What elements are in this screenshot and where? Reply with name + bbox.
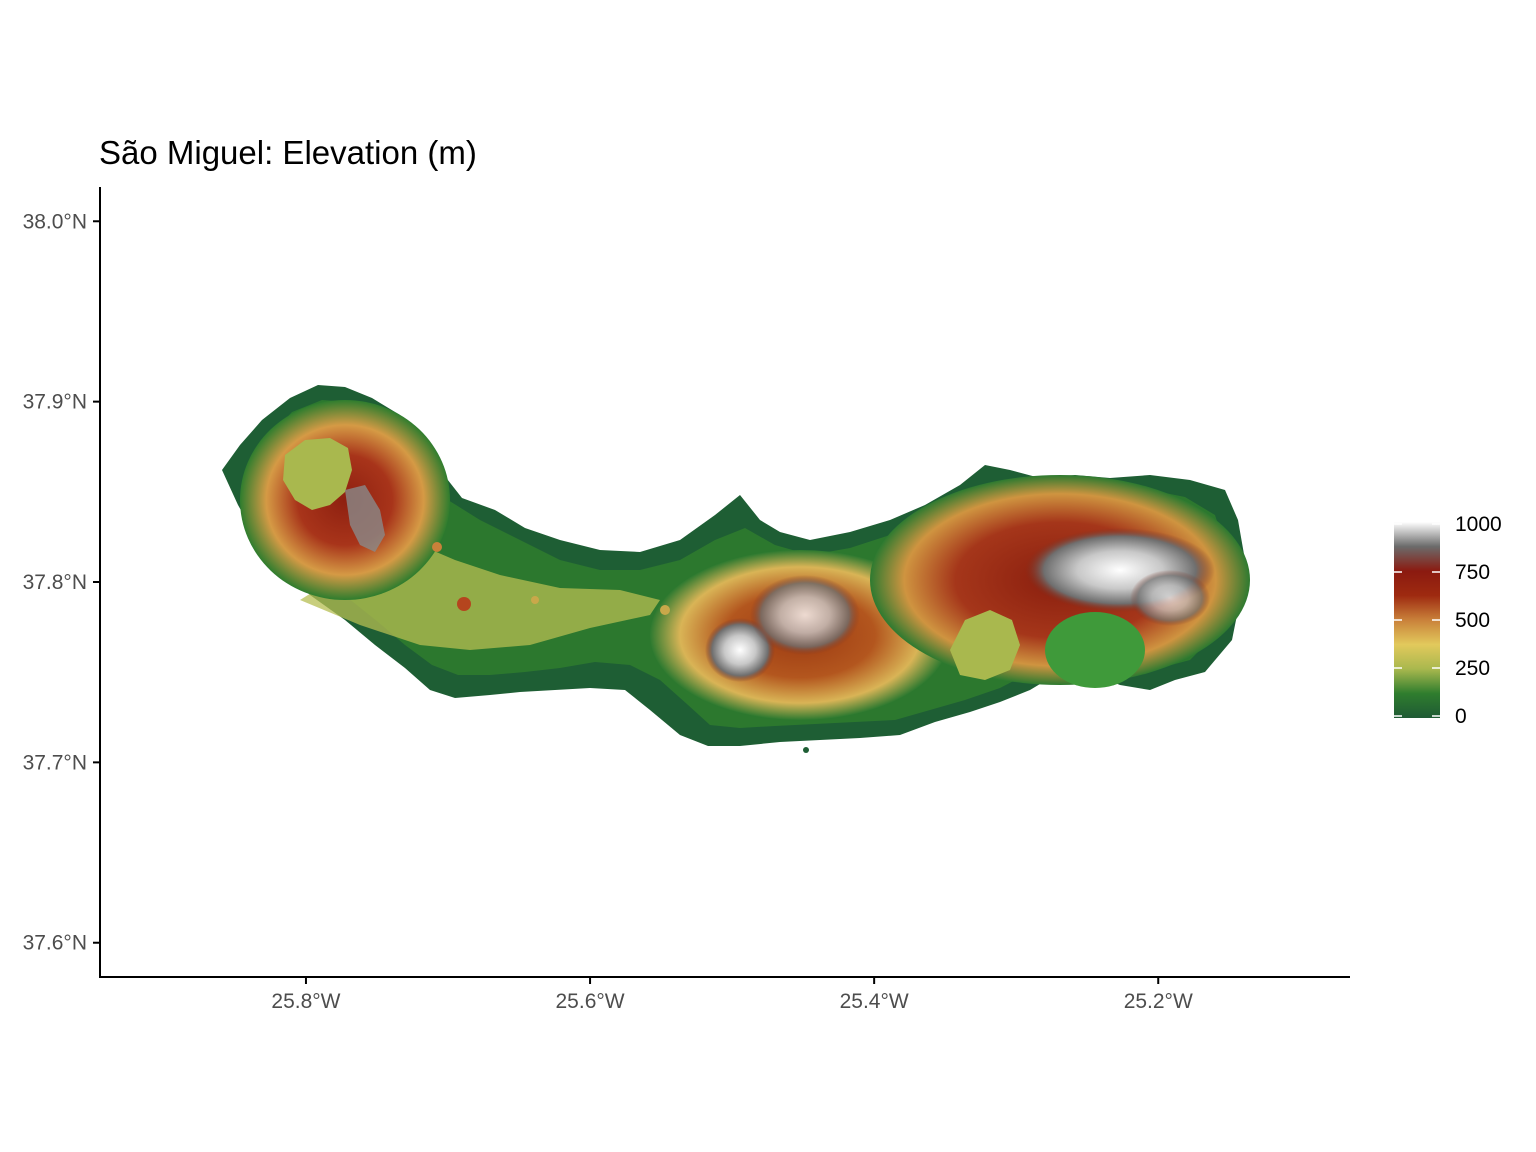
island-sao-miguel <box>222 385 1250 753</box>
legend-label: 750 <box>1455 561 1490 584</box>
y-tick-label: 37.9°N <box>23 391 87 414</box>
legend-label: 0 <box>1455 705 1467 728</box>
x-tick-label: 25.4°W <box>840 990 909 1013</box>
legend: 1000 750 500 250 0 <box>1394 513 1502 728</box>
x-axis-ticks: 25.8°W 25.6°W 25.4°W 25.2°W <box>271 977 1193 1013</box>
legend-label: 250 <box>1455 657 1490 680</box>
y-tick-label: 37.7°N <box>23 751 87 774</box>
west-ridge <box>345 485 385 552</box>
y-tick-label: 37.6°N <box>23 932 87 955</box>
x-tick-label: 25.8°W <box>271 990 340 1013</box>
legend-label: 500 <box>1455 609 1490 632</box>
x-tick-label: 25.2°W <box>1124 990 1193 1013</box>
x-tick-label: 25.6°W <box>556 990 625 1013</box>
central-peak-2 <box>750 575 860 655</box>
legend-label: 1000 <box>1455 513 1502 536</box>
cone <box>432 542 442 552</box>
y-tick-label: 38.0°N <box>23 210 87 233</box>
y-axis-ticks: 38.0°N 37.9°N 37.8°N 37.7°N 37.6°N <box>23 210 100 955</box>
cone <box>457 597 471 611</box>
west-volcano <box>240 400 450 600</box>
west-caldera <box>283 438 352 510</box>
furnas-caldera <box>950 610 1020 680</box>
cone <box>531 596 539 604</box>
legend-ticks: 1000 750 500 250 0 <box>1394 513 1502 728</box>
east-peak-2 <box>1130 570 1210 626</box>
furnas-valley <box>1045 612 1145 688</box>
islet <box>803 747 809 753</box>
y-tick-label: 37.8°N <box>23 571 87 594</box>
cone <box>660 605 670 615</box>
page-title: São Miguel: Elevation (m) <box>99 134 477 171</box>
